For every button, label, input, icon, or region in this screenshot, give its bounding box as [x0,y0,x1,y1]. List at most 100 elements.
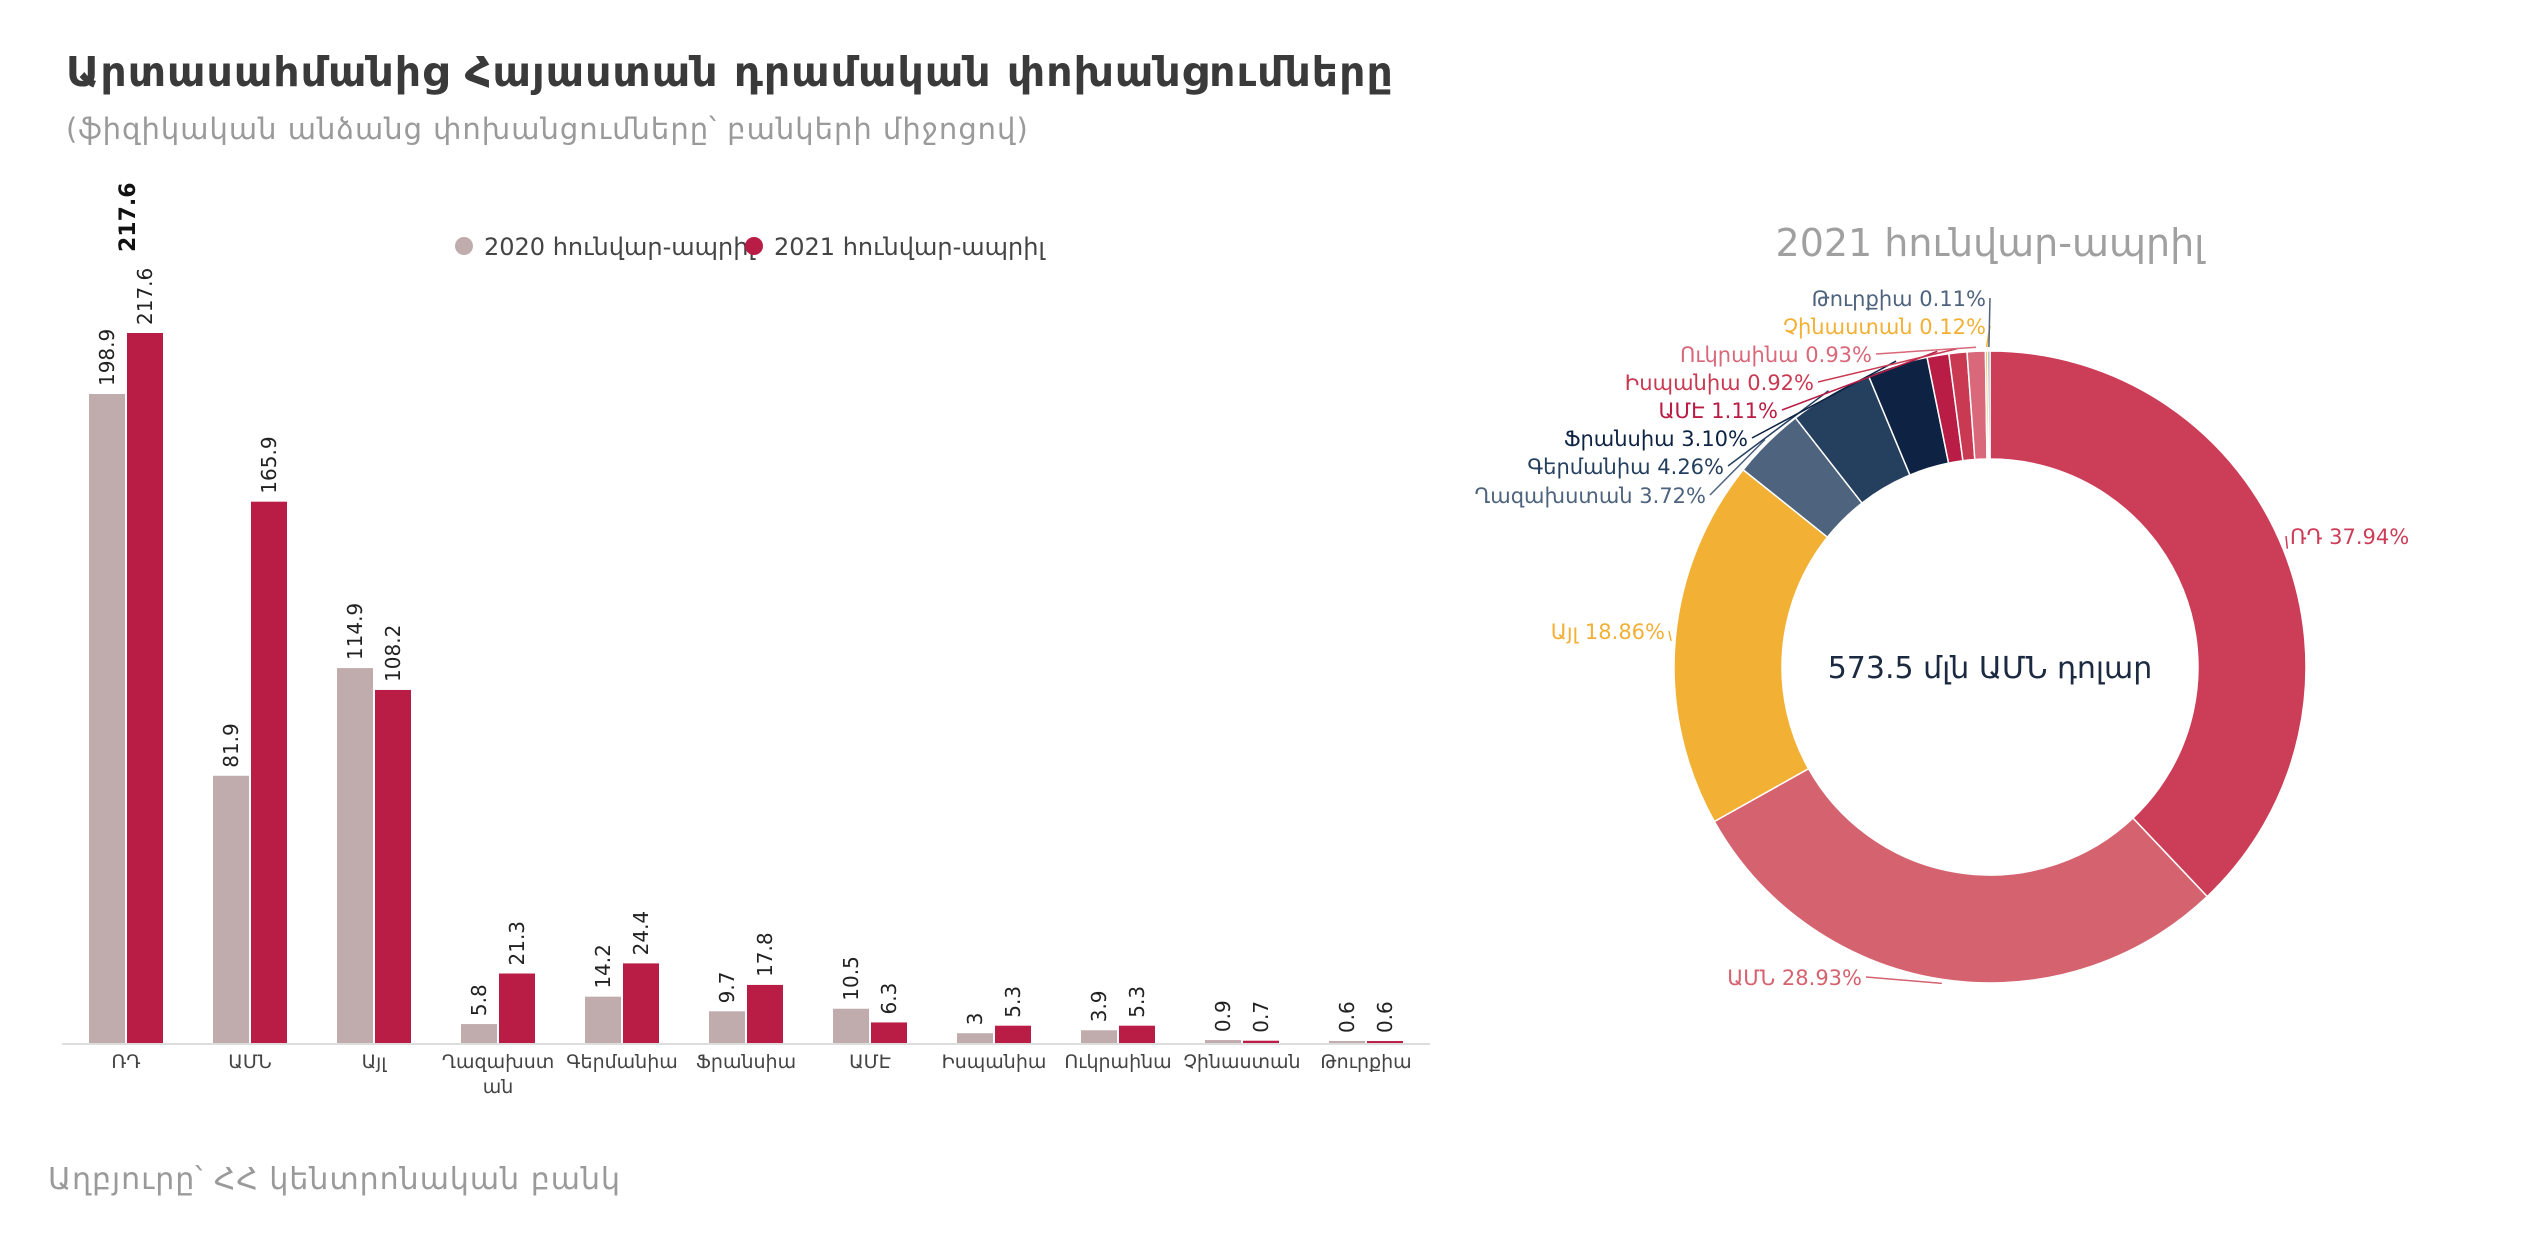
data-label: 14.2 [591,944,615,989]
data-label: 9.7 [715,972,739,1004]
category-tick-label: Ուկրաինա [1064,1051,1171,1073]
data-label: 114.9 [343,603,367,660]
category-tick-label: ԱՄԷ [849,1051,891,1073]
data-label: 0.9 [1211,1000,1235,1032]
category-tick-label: ԱՄՆ [228,1051,271,1073]
bar-2021 [375,689,411,1043]
leader-line [1988,297,1991,348]
legend-label-2020: 2020 հունվար-ապրիլ [484,233,756,261]
donut-chart: 2021 հունվար-ապրիլ ՌԴ 37.94% ԱՄՆ 28.93% Այլ… [1474,221,2409,990]
slice-label: ՌԴ 37.94% [2290,525,2409,549]
slice-percent: 0.11% [1919,287,1986,311]
slice-name: Այլ [1551,620,1585,644]
slice-name: Գերմանիա [1527,455,1657,479]
leader-line [1781,350,1938,411]
data-label: 3 [963,1012,987,1025]
slice-label: Գերմանիա 4.26% [1527,455,1724,479]
slice-percent: 0.92% [1747,371,1814,395]
slice-percent: 0.93% [1805,343,1872,367]
bar-2020 [585,996,621,1043]
bar-2020 [89,394,125,1043]
slice-label: ԱՄՆ 28.93% [1727,966,1862,990]
slice-name: Ուկրաինա [1680,343,1805,367]
chart-subtitle: (ֆիզիկական անձանց փոխանցումները՝ բանկերի… [66,112,1029,146]
data-label: 165.9 [257,436,281,493]
data-label: 17.8 [753,932,777,977]
slice-name: Ղազախստան [1474,484,1639,508]
data-label: 6.3 [877,983,901,1015]
slice-percent: 0.12% [1919,315,1986,339]
slice-percent: 37.94% [2329,525,2409,549]
bar-2021 [747,984,783,1043]
bar-2020 [957,1033,993,1043]
data-label: 10.5 [839,956,863,1001]
data-label: 81.9 [219,723,243,768]
donut-slice [1713,767,2209,984]
slice-label: Չինաստան 0.12% [1783,315,1986,339]
slice-name: ԱՄԷ [1658,399,1711,423]
slice-name: Իսպանիա [1625,371,1747,395]
legend-marker-2021 [745,237,763,255]
slice-name: Թուրքիա [1812,287,1920,311]
legend-label-2021: 2021 հունվար-ապրիլ [774,233,1046,261]
leader-line [1668,630,1672,642]
bar-2020 [213,775,249,1043]
max-value-label: 217.6 [116,182,141,252]
slice-label: Ֆրանսիա 3.10% [1564,427,1748,451]
data-label: 3.9 [1087,990,1111,1022]
data-label: 0.7 [1249,1001,1273,1033]
data-label: 0.6 [1335,1001,1359,1033]
slice-name: ԱՄՆ [1727,966,1782,990]
slice-percent: 28.93% [1782,966,1862,990]
bar-2021 [1243,1040,1279,1043]
slice-percent: 4.26% [1657,455,1724,479]
bar-2021 [251,501,287,1043]
donut-slice [1673,468,1829,823]
data-label: 198.9 [95,329,119,386]
slice-name: Ֆրանսիա [1564,427,1681,451]
slice-label: Թուրքիա 0.11% [1812,287,1986,311]
data-label: 0.6 [1373,1001,1397,1033]
donut-slice [1989,350,2307,898]
bar-chart: 198.9 217.6 ՌԴ 81.9 165.9 ԱՄՆ 114.9 108.2 Այլ 5.8… [62,182,1430,1098]
data-label: 217.6 [133,268,157,325]
category-tick-label: Այլ [362,1051,388,1073]
leader-line [2285,535,2289,549]
data-label: 5.3 [1125,986,1149,1018]
slice-label: Ղազախստան 3.72% [1474,484,1706,508]
leader-line [1817,347,1958,383]
data-label: 21.3 [505,921,529,966]
leader-line [1709,438,1766,496]
donut-title: 2021 հունվար-ապրիլ [1776,221,2207,265]
leader-line [1751,360,1897,439]
bar-2020 [337,668,373,1043]
category-tick-label: Իսպանիա [942,1051,1047,1073]
leader-line [1865,976,1942,985]
bar-2020 [1081,1030,1117,1043]
bar-2021 [995,1025,1031,1043]
leader-line [1875,346,1977,355]
leader-line [1727,390,1829,467]
slice-label: ԱՄԷ 1.11% [1658,399,1778,423]
chart-title: Արտասահմանից Հայաստան դրամական փոխանցում… [66,48,1394,96]
slice-label: Այլ 18.86% [1551,620,1665,644]
bar-2021 [623,963,659,1043]
data-label: 5.8 [467,984,491,1016]
data-label: 108.2 [381,625,405,682]
slice-percent: 1.11% [1711,399,1778,423]
source-note: Աղբյուրը՝ ՀՀ կենտրոնական բանկ [48,1162,621,1197]
legend-marker-2020 [455,237,473,255]
donut-center-label: 573.5 մլն ԱՄՆ դոլար [1828,651,2153,686]
bar-2020 [1205,1040,1241,1043]
bar-2020 [833,1008,869,1043]
bar-2021 [127,333,163,1043]
category-tick-label: ՌԴ [111,1051,140,1073]
category-tick-label: Ֆրանսիա [696,1051,796,1073]
slice-percent: 18.86% [1585,620,1665,644]
category-tick-label: Ղազախստ [442,1051,555,1073]
slice-name: Չինաստան [1783,315,1919,339]
bar-2021 [1367,1041,1403,1043]
data-label: 24.4 [629,911,653,956]
category-tick-label: Թուրքիա [1320,1051,1411,1073]
category-tick-label: Չինաստան [1183,1051,1300,1073]
